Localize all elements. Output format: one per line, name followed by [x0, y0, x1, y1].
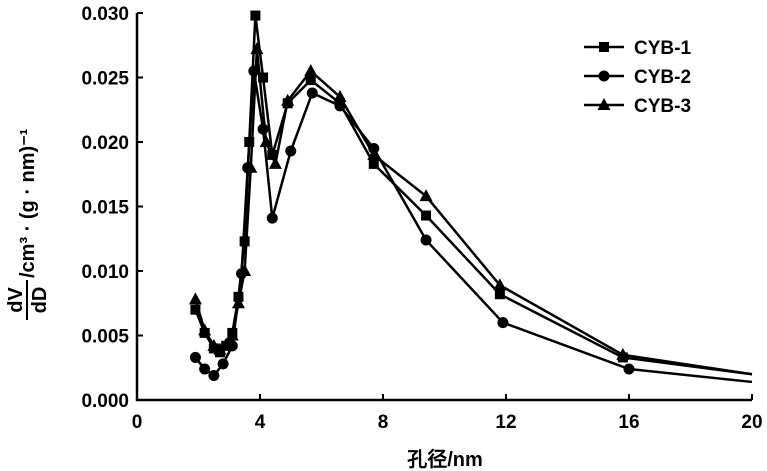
data-point — [266, 212, 278, 224]
data-point — [420, 234, 432, 246]
y-tick-label: 0.025 — [81, 69, 129, 90]
x-axis-title: 孔径/nm — [407, 447, 483, 471]
legend-item: CYB-3 — [584, 96, 691, 117]
legend-item: CYB-2 — [584, 67, 691, 88]
series-line — [194, 70, 753, 384]
data-point — [238, 264, 252, 276]
legend-label: CYB-2 — [634, 67, 691, 88]
data-point — [213, 342, 227, 355]
data-point — [244, 160, 258, 173]
data-point — [368, 158, 379, 169]
data-point — [258, 72, 269, 83]
data-point — [231, 296, 245, 309]
data-point — [616, 347, 630, 360]
y-axis-fraction-top: dV — [5, 287, 27, 313]
data-point — [257, 123, 269, 135]
legend-marker — [597, 98, 611, 110]
data-point — [419, 189, 433, 202]
y-tick-label: 0.020 — [81, 133, 129, 154]
data-point — [208, 369, 220, 381]
y-tick-label: 0.010 — [81, 262, 129, 283]
y-axis-fraction-bottom: dD — [29, 287, 51, 314]
series-cyb-3 — [188, 42, 753, 376]
data-point — [219, 337, 233, 350]
data-point — [421, 210, 432, 221]
series-cyb-1 — [190, 10, 753, 376]
data-point — [497, 317, 509, 329]
x-tick-label: 4 — [255, 412, 266, 433]
x-ticks: 0 4 8 12 16 20 — [132, 394, 763, 433]
data-point — [268, 156, 282, 169]
data-point — [198, 323, 212, 336]
data-point — [333, 89, 347, 102]
x-tick-label: 20 — [741, 412, 762, 433]
y-tick-label: 0.005 — [81, 327, 129, 348]
x-tick-label: 8 — [378, 412, 389, 433]
data-point — [250, 42, 264, 55]
data-point — [493, 278, 507, 291]
data-point — [199, 363, 211, 375]
legend-item: CYB-1 — [584, 38, 691, 59]
data-point — [207, 338, 221, 351]
legend-marker — [599, 42, 609, 52]
y-axis-title-tail: /cm³ · (g · nm)⁻¹ — [17, 128, 39, 278]
data-point — [189, 351, 201, 363]
data-point — [623, 363, 635, 375]
data-point — [217, 358, 229, 370]
data-point — [285, 145, 297, 157]
legend-label: CYB-3 — [634, 96, 691, 117]
data-point — [250, 10, 261, 21]
data-point — [494, 289, 505, 300]
data-point — [367, 147, 381, 160]
x-tick-label: 16 — [618, 412, 639, 433]
y-tick-label: 0.000 — [81, 391, 129, 412]
legend: CYB-1 CYB-2 CYB-3 — [584, 38, 691, 117]
y-tick-label: 0.030 — [81, 4, 129, 25]
data-point — [306, 87, 318, 99]
legend-marker — [598, 70, 610, 82]
y-tick-label: 0.015 — [81, 198, 129, 219]
x-tick-label: 12 — [495, 412, 516, 433]
data-point — [225, 328, 239, 341]
legend-label: CYB-1 — [634, 38, 691, 59]
data-point — [259, 135, 273, 147]
series-cyb-2 — [189, 65, 753, 384]
y-ticks: 0.000 0.005 0.010 0.015 0.020 0.025 0.030 — [81, 4, 143, 412]
x-tick-label: 0 — [132, 412, 143, 433]
data-point — [281, 93, 295, 106]
y-axis-title: dV dD /cm³ · (g · nm)⁻¹ — [5, 128, 51, 320]
data-point — [188, 292, 202, 305]
data-point — [190, 304, 201, 315]
series-group — [188, 10, 753, 384]
data-point — [305, 75, 316, 86]
data-point — [304, 64, 318, 77]
